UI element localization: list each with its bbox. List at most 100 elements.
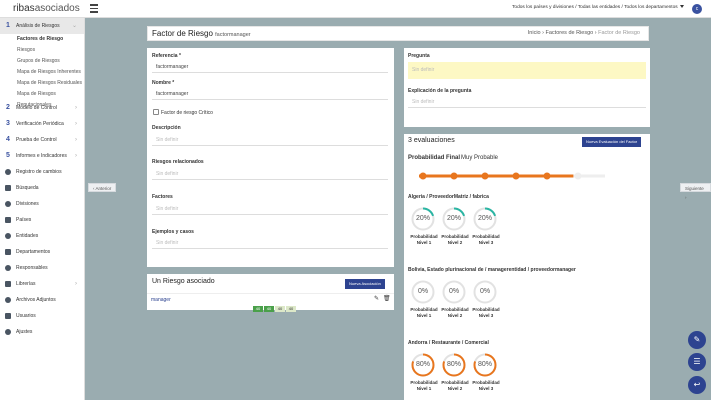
assoc-tags: 40 40 40 40: [253, 297, 297, 315]
menu-item-icon: [5, 281, 11, 287]
sidebar-item-analisis[interactable]: 1 Análisis de Riesgos ⌄: [0, 18, 84, 34]
sidebar-subitem[interactable]: Mapa de Riesgos Inherentes: [17, 69, 81, 75]
sidebar-subitem[interactable]: Riesgos: [17, 47, 36, 53]
sidebar-item[interactable]: 5 Informes e Indicadores ›: [0, 148, 84, 164]
gauge-label: Probabilidad Nivel 1: [410, 380, 438, 391]
gauge-label: Probabilidad Nivel 2: [441, 307, 469, 318]
probability-gauge: 80%: [473, 353, 497, 377]
gauge-value: 20%: [446, 215, 461, 222]
ref-input[interactable]: factormanager: [152, 62, 388, 73]
chevron-right-icon: ›: [75, 105, 77, 111]
examples-label: Ejemplos y casos: [152, 229, 194, 235]
probability-gauge: 20%: [442, 207, 466, 231]
sidebar: 1 Análisis de Riesgos ⌄ Factores de Riesgo…: [0, 18, 85, 400]
sidebar-item[interactable]: Países: [0, 212, 84, 228]
question-panel: Pregunta Sin definir Explicación de la p…: [404, 48, 650, 127]
avatar[interactable]: c: [692, 4, 702, 14]
menu-item-icon: [5, 329, 11, 335]
chevron-down-icon: ⌄: [71, 23, 77, 29]
final-prob-value: Muy Probable: [461, 155, 499, 161]
back-fab[interactable]: ↩: [688, 376, 706, 394]
form-panel: Referencia * factormanager Nombre * fact…: [147, 48, 394, 267]
menu-icon[interactable]: [90, 4, 98, 13]
trash-icon[interactable]: 🗑: [383, 296, 391, 302]
gauge-value: 80%: [415, 361, 430, 368]
gauge-value: 20%: [477, 215, 492, 222]
tag-badge: 40: [253, 306, 263, 312]
new-assoc-button[interactable]: Nueva Asociación: [345, 279, 385, 289]
slider-step: [574, 172, 582, 180]
sidebar-item[interactable]: Usuarios: [0, 308, 84, 324]
question-input[interactable]: Sin definir: [408, 62, 646, 79]
scope-filter[interactable]: Todos los países y divisiones / Todas la…: [512, 5, 684, 10]
menu-item-icon: [5, 249, 11, 255]
logo[interactable]: ribasasociados: [13, 3, 80, 14]
final-prob-label: Probabilidad Final: [408, 155, 461, 161]
sidebar-item[interactable]: Librerías ›: [0, 276, 84, 292]
assoc-title: Un Riesgo asociado: [152, 278, 215, 285]
related-input[interactable]: Sin definir: [152, 169, 388, 180]
sidebar-item[interactable]: Entidades: [0, 228, 84, 244]
sidebar-item[interactable]: 2 Modelo de Control ›: [0, 100, 84, 116]
desc-input[interactable]: Sin definir: [152, 135, 388, 146]
gauge-label: Probabilidad Nivel 1: [410, 234, 438, 245]
slider-step: [481, 172, 489, 180]
explanation-input[interactable]: Sin definir: [408, 97, 646, 108]
factors-label: Factores: [152, 194, 173, 200]
probability-gauge: 0%: [411, 280, 435, 304]
sidebar-item[interactable]: 3 Verificación Periódica ›: [0, 116, 84, 132]
related-label: Riesgos relacionados: [152, 159, 204, 165]
sidebar-item[interactable]: Divisiones: [0, 196, 84, 212]
sidebar-subitem[interactable]: Mapa de Riesgos Reputacionales: [17, 91, 56, 108]
next-button[interactable]: Siguiente ›: [680, 183, 711, 200]
gauge-value: 0%: [448, 288, 460, 295]
previous-button[interactable]: ‹ Anterior: [88, 183, 117, 192]
tag-badge: 40: [286, 306, 296, 312]
tag-badge: 40: [264, 306, 274, 312]
assoc-row-link[interactable]: manager: [151, 297, 171, 303]
sidebar-item[interactable]: Archivos Adjuntos: [0, 292, 84, 308]
gauge-label: Probabilidad Nivel 2: [441, 380, 469, 391]
factors-input[interactable]: Sin definir: [152, 204, 388, 215]
page-header: Factor de Riesgo factormanager Inicio › …: [147, 26, 649, 41]
caret-down-icon: [679, 5, 684, 9]
edit-icon[interactable]: ✎: [374, 296, 380, 302]
chevron-right-icon: ›: [75, 121, 77, 127]
menu-item-icon: [5, 313, 11, 319]
breadcrumb: Inicio › Factores de Riesgo › Factor de …: [527, 30, 640, 36]
probability-gauge: 0%: [473, 280, 497, 304]
sidebar-subitem[interactable]: Grupos de Riesgos: [17, 58, 60, 64]
gauge-arc: [411, 353, 435, 377]
chevron-right-icon: ›: [75, 153, 77, 159]
tag-badge: 40: [275, 306, 285, 312]
critical-checkbox[interactable]: [153, 109, 159, 115]
probability-gauge: 20%: [473, 207, 497, 231]
edit-fab[interactable]: ✎: [688, 331, 706, 349]
list-fab[interactable]: ☰: [688, 353, 706, 371]
sidebar-item[interactable]: Responsables: [0, 260, 84, 276]
sidebar-item[interactable]: Departamentos: [0, 244, 84, 260]
sidebar-subitem[interactable]: Factores de Riesgo: [17, 36, 64, 42]
sidebar-item[interactable]: Búsqueda: [0, 180, 84, 196]
probability-slider[interactable]: [419, 167, 605, 180]
menu-item-icon: [5, 265, 11, 271]
chevron-right-icon: ›: [75, 137, 77, 143]
sidebar-item[interactable]: Ajustes: [0, 324, 84, 340]
sidebar-subitem[interactable]: Mapa de Riesgos Residuales: [17, 80, 83, 86]
evaluations-panel: 3 evaluaciones Nueva Evaluación del Fact…: [404, 134, 650, 400]
probability-gauge: 80%: [411, 353, 435, 377]
new-evaluation-button[interactable]: Nueva Evaluación del Factor: [582, 137, 642, 147]
menu-item-icon: [5, 201, 11, 207]
gauge-label: Probabilidad Nivel 3: [472, 234, 500, 245]
gauge-arc: [473, 207, 497, 231]
gauge-label: Probabilidad Nivel 3: [472, 307, 500, 318]
gauge-value: 20%: [415, 215, 430, 222]
name-input[interactable]: factormanager: [152, 89, 388, 100]
examples-input[interactable]: Sin definir: [152, 238, 388, 249]
desc-label: Descripción: [152, 125, 181, 131]
probability-gauge: 20%: [411, 207, 435, 231]
sidebar-item[interactable]: Registro de cambios: [0, 164, 84, 180]
slider-step: [512, 172, 520, 180]
sidebar-item[interactable]: 4 Prueba de Control ›: [0, 132, 84, 148]
ref-label: Referencia *: [152, 53, 181, 59]
